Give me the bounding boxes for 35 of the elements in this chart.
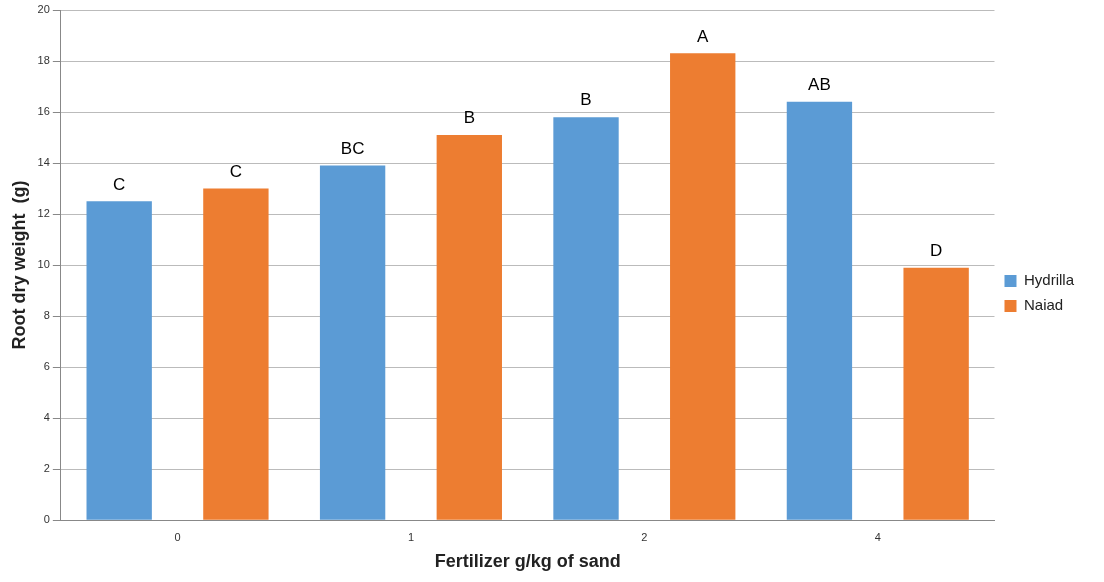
y-tick-label: 16 (37, 105, 50, 118)
data-label: AB (808, 75, 831, 95)
y-tick-label: 8 (43, 309, 50, 322)
data-label: B (580, 90, 592, 110)
bar (319, 165, 386, 520)
data-label: A (697, 26, 710, 46)
bar (553, 117, 619, 520)
y-tick-label: 12 (37, 207, 50, 220)
y-tick-label: 0 (43, 513, 50, 526)
bar (86, 201, 152, 520)
y-tick-label: 20 (37, 3, 50, 16)
bar (903, 267, 969, 520)
data-label: C (229, 161, 243, 181)
data-label: BC (340, 138, 365, 158)
bar (670, 53, 736, 520)
y-axis-title: Root dry weight (g) (8, 180, 29, 350)
data-label: C (113, 174, 126, 194)
y-tick-label: 6 (43, 360, 50, 373)
legend-label: Naiad (1023, 296, 1064, 314)
x-axis-title: Fertilizer g/kg of sand (434, 551, 621, 572)
x-tick-label: 2 (641, 530, 648, 543)
x-tick-label: 0 (174, 530, 181, 543)
bar (436, 135, 502, 520)
y-tick-label: 10 (37, 258, 50, 271)
y-tick-label: 4 (43, 411, 50, 424)
bar (203, 188, 269, 520)
y-tick-label: 18 (37, 54, 50, 67)
x-tick-label: 1 (407, 530, 415, 543)
data-label: D (930, 240, 943, 260)
y-tick-label: 14 (37, 156, 50, 169)
bar (786, 101, 853, 520)
legend-label: Hydrilla (1023, 271, 1075, 289)
x-tick-label: 4 (874, 530, 881, 543)
y-tick-label: 2 (43, 462, 50, 475)
data-label: B (463, 108, 475, 128)
